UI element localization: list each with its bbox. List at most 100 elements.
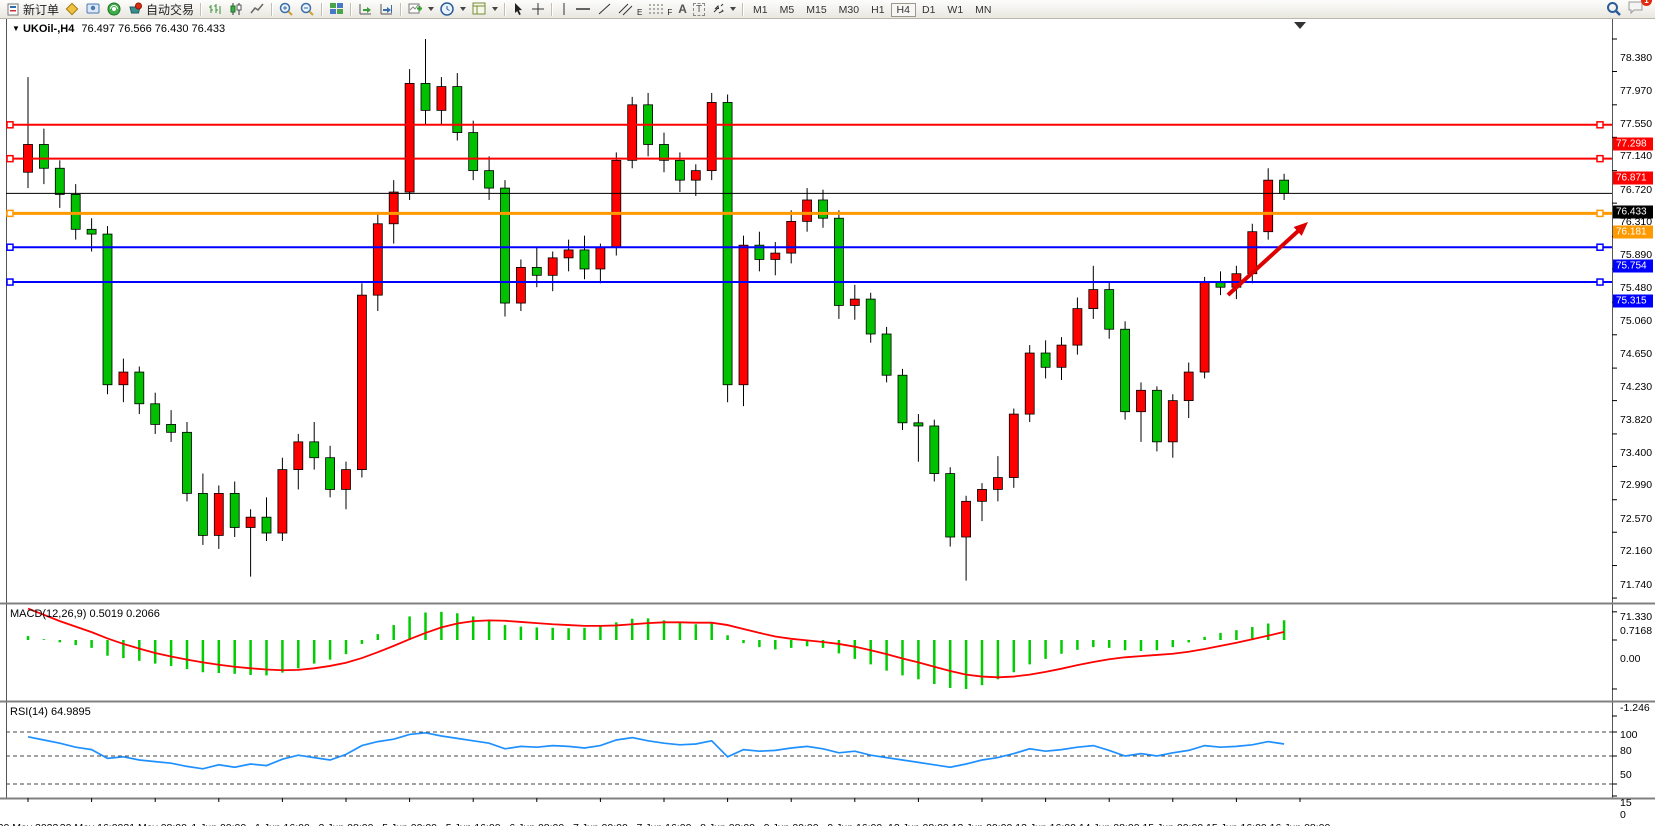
- time-axis-label: 7 Jun 00:00: [558, 822, 642, 826]
- bar-chart-type-icon[interactable]: [205, 1, 226, 17]
- candle-body: [690, 170, 701, 181]
- candle-body: [659, 144, 669, 161]
- candle-body: [1040, 352, 1051, 368]
- toolbar-separator: [271, 2, 274, 16]
- timeframe-button-mn[interactable]: MN: [975, 3, 992, 16]
- line-handle[interactable]: [1596, 209, 1604, 218]
- chart-shift-icon[interactable]: [376, 1, 397, 17]
- timeframe-button-m5[interactable]: M5: [779, 3, 795, 16]
- line-chart-type-icon[interactable]: [247, 1, 268, 17]
- candlestick-chart-type-icon[interactable]: [226, 1, 247, 17]
- add-indicator-button[interactable]: [405, 1, 437, 17]
- candle-body: [1120, 328, 1130, 413]
- auto-scroll-icon[interactable]: [355, 1, 376, 17]
- candle-body: [531, 266, 542, 276]
- candle-body: [945, 473, 956, 538]
- line-handle[interactable]: [1596, 121, 1604, 129]
- price-tick-label: 71.740: [1620, 578, 1653, 591]
- candle-body: [1024, 352, 1035, 415]
- line-handle[interactable]: [6, 243, 14, 251]
- new-order-button[interactable]: 新订单: [4, 1, 62, 17]
- time-axis-label: 15 Jun 16:00: [1194, 822, 1278, 826]
- chart-canvas[interactable]: [0, 19, 1655, 826]
- line-handle[interactable]: [6, 278, 14, 286]
- time-axis-label: 13 Jun 00:00: [940, 822, 1024, 826]
- price-tick-label: 72.160: [1620, 545, 1653, 558]
- channel-letter: E: [637, 8, 643, 17]
- price-tick-label: 77.140: [1620, 150, 1653, 163]
- vertical-line-tool-icon[interactable]: [556, 1, 572, 17]
- candle-body: [70, 194, 81, 230]
- time-axis-label: 16 Jun 08:00: [1258, 822, 1342, 826]
- time-axis-label: 2 Jun 08:00: [304, 822, 388, 826]
- time-axis-label: 12 Jun 08:00: [876, 822, 960, 826]
- dropdown-caret: [492, 7, 499, 11]
- candle-body: [134, 371, 145, 405]
- candle-body: [1056, 344, 1067, 368]
- toolbar-separator: [321, 2, 324, 16]
- horizontal-line-tool-icon[interactable]: [572, 1, 594, 17]
- line-handle[interactable]: [1596, 278, 1604, 286]
- time-axis-label: 5 Jun 16:00: [431, 822, 515, 826]
- fibonacci-tool-icon[interactable]: F: [645, 1, 675, 17]
- candle-body: [897, 374, 908, 424]
- timeframe-button-d1[interactable]: D1: [921, 3, 936, 16]
- equidistant-channel-tool-icon[interactable]: E: [615, 1, 645, 17]
- text-tool-button[interactable]: A: [675, 1, 690, 17]
- trendline-tool-icon[interactable]: [594, 1, 615, 17]
- auto-trading-button[interactable]: 自动交易: [125, 1, 197, 17]
- cursor-tool-icon[interactable]: [509, 1, 528, 17]
- zoom-out-icon[interactable]: [297, 1, 318, 17]
- time-axis-label: 8 Jun 08:00: [686, 822, 770, 826]
- crosshair-tool-icon[interactable]: [528, 1, 548, 17]
- annotation-arrow-head: [1293, 222, 1308, 236]
- time-axis-label: 31 May 08:00: [113, 822, 197, 826]
- time-axis-label: 30 May 2023: [0, 822, 70, 826]
- time-axis-label: 5 Jun 00:00: [368, 822, 452, 826]
- gold-diamond-icon[interactable]: [62, 1, 83, 17]
- candle-body: [1199, 281, 1210, 373]
- annotation-arrow[interactable]: [1226, 225, 1304, 297]
- line-handle[interactable]: [1596, 243, 1604, 251]
- macd-indicator-label: MACD(12,26,9) 0.5019 0.2066: [10, 608, 160, 620]
- candle-body: [834, 217, 844, 306]
- signal-icon[interactable]: [104, 1, 125, 17]
- candle-body: [341, 469, 351, 490]
- candle-body: [182, 431, 192, 494]
- chat-button[interactable]: 1: [1628, 0, 1652, 18]
- timeframe-button-m30[interactable]: M30: [838, 3, 860, 16]
- candle-body: [611, 159, 622, 248]
- line-handle[interactable]: [6, 121, 14, 129]
- candle-body: [977, 489, 987, 502]
- candle-body: [675, 159, 685, 181]
- templates-button[interactable]: [469, 1, 501, 17]
- time-axis-label: 1 Jun 00:00: [177, 822, 261, 826]
- price-line-badge-76.433: 76.433: [1613, 205, 1653, 219]
- line-handle[interactable]: [6, 154, 14, 163]
- line-handle[interactable]: [1596, 154, 1604, 163]
- candle-body: [325, 457, 336, 490]
- candle-body: [102, 233, 113, 386]
- tile-windows-icon[interactable]: [326, 1, 347, 17]
- arrows-tool-button[interactable]: [708, 1, 739, 17]
- candle-body: [356, 294, 367, 470]
- chart-collapse-icon[interactable]: ▼: [12, 24, 20, 33]
- macd-tick-label: 0.00: [1620, 653, 1641, 665]
- text-tool-letter: A: [678, 2, 687, 16]
- time-axis-label: 13 Jun 16:00: [1004, 822, 1088, 826]
- price-tick-label: 76.310: [1620, 216, 1653, 229]
- periods-clock-button[interactable]: [437, 1, 469, 17]
- line-handle[interactable]: [6, 209, 14, 218]
- timeframe-button-h4[interactable]: H4: [890, 2, 916, 17]
- zoom-in-icon[interactable]: [276, 1, 297, 17]
- timeframe-button-w1[interactable]: W1: [947, 3, 964, 16]
- timeframe-button-h1[interactable]: H1: [871, 3, 885, 16]
- timeframe-button-m1[interactable]: M1: [753, 3, 768, 16]
- text-label-tool-button[interactable]: T: [690, 1, 708, 17]
- timeframe-button-m15[interactable]: M15: [806, 3, 827, 16]
- chart-shift-marker-icon[interactable]: [1294, 22, 1306, 29]
- candle-body: [1008, 413, 1019, 478]
- price-line-badge-77.298: 77.298: [1613, 137, 1653, 151]
- search-icon[interactable]: [1606, 1, 1622, 17]
- profile-monitor-icon[interactable]: [83, 1, 104, 17]
